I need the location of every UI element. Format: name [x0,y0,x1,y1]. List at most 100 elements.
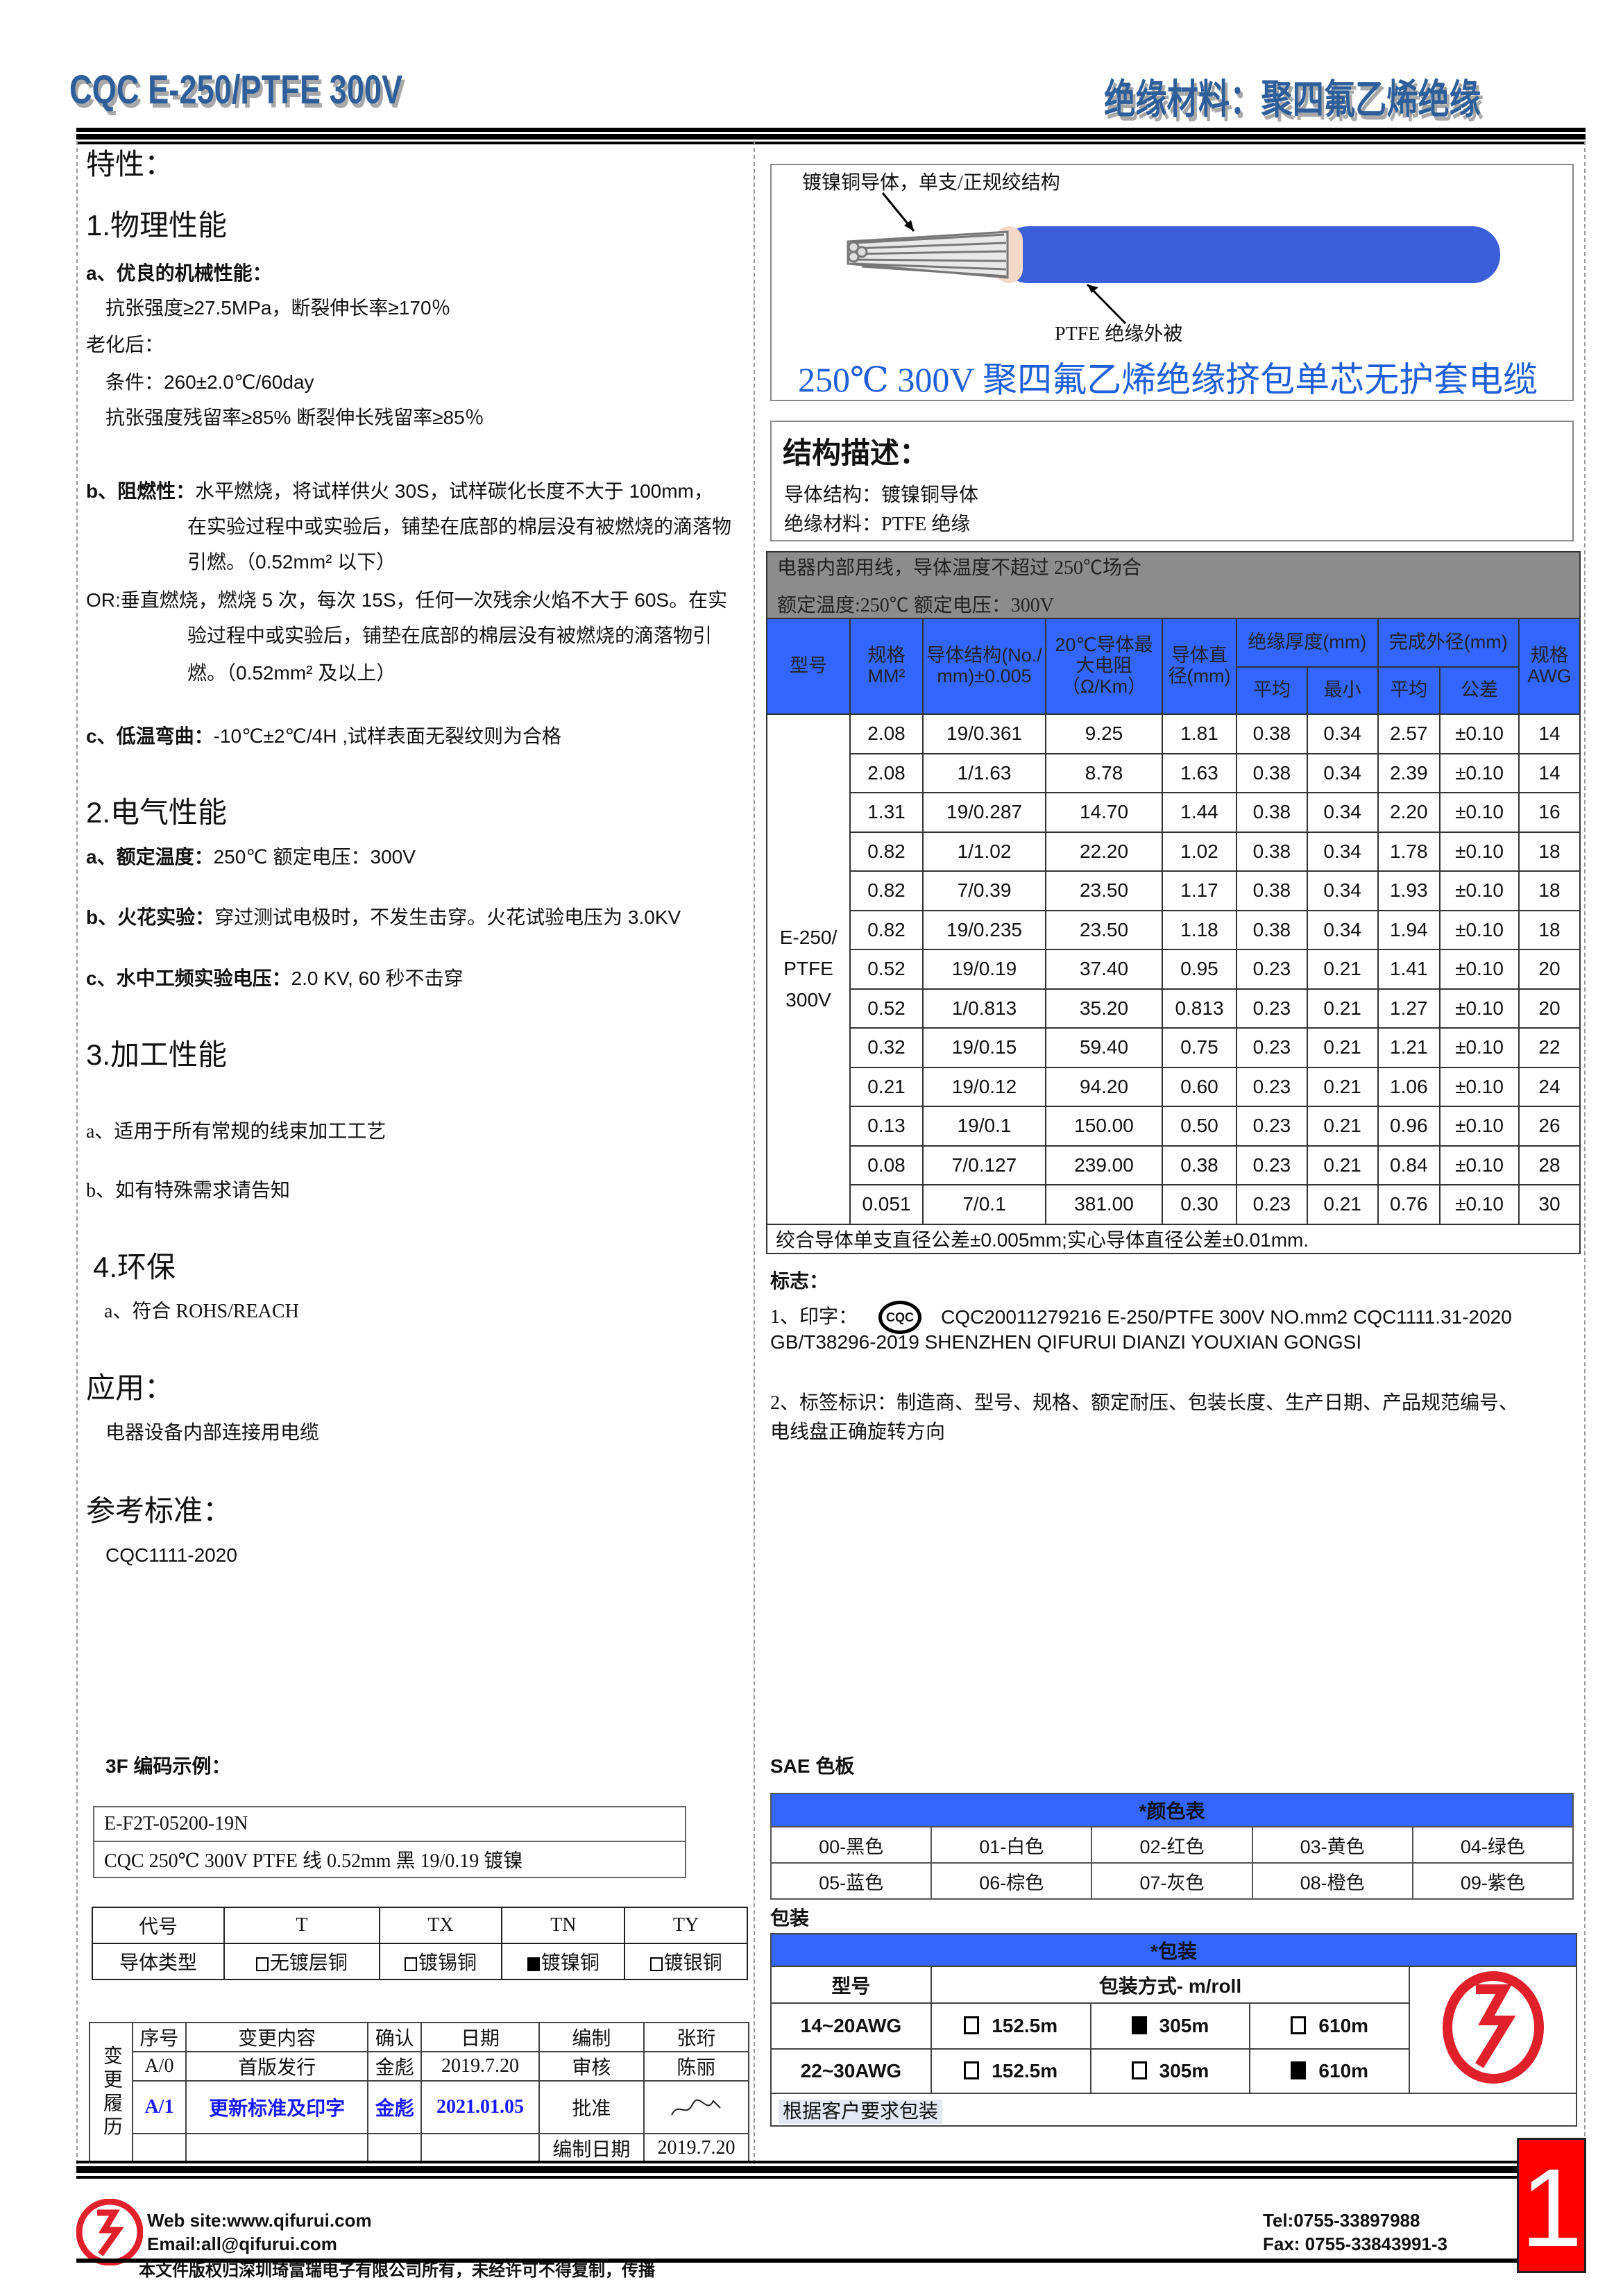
role-name: 张珩 [643,2022,750,2052]
code-example-box: E-F2T-05200-19N CQC 250℃ 300V PTFE 线 0.5… [93,1806,686,1878]
table-cell: 19/0.235 [922,909,1046,950]
package-option[interactable]: 152.5m [930,2002,1091,2050]
conductor-option: 无镀层铜 [223,1943,380,1980]
website-link[interactable]: Web site:www.qifurui.com [147,2210,372,2231]
code-example-line: E-F2T-05200-19N [93,1806,686,1842]
table-cell: 0.38 [1236,870,1308,911]
table-cell: 1.78 [1377,831,1441,872]
table-cell: 2019.7.20 [420,2051,540,2082]
column-header: 日期 [420,2022,540,2052]
color-code: 07-灰色 [1091,1862,1253,1900]
table-cell: 1/0.813 [922,988,1046,1029]
table-cell: 150.00 [1045,1106,1163,1147]
checkbox-icon [649,1957,663,1971]
table-cell: 0.13 [849,1106,924,1147]
table-cell: 0.76 [1377,1184,1441,1225]
table-cell: 14.70 [1045,792,1163,833]
table-cell: 14 [1518,752,1581,793]
table-cell: 0.051 [849,1184,924,1225]
table-cell: 7/0.39 [922,870,1046,911]
awg-range: 22~30AWG [770,2048,932,2094]
package-option[interactable]: 610m [1249,2048,1411,2094]
table-cell [367,2133,423,2163]
checkbox-icon[interactable] [964,2061,980,2079]
color-code: 01-白色 [931,1826,1093,1864]
flame-text: 水平燃烧，将试样供火 30S，试样碳化长度不大于 100mm， [195,480,713,502]
table-cell: 1.21 [1377,1027,1441,1068]
table-cell: 0.34 [1306,752,1379,793]
print-label: 1、印字： [770,1306,858,1328]
table-row: 14~20AWG 152.5m 305m 610m [770,2002,1577,2050]
checkbox-icon[interactable] [1291,2016,1307,2034]
role-label: 编制日期 [538,2133,645,2163]
features-heading: 特性： [86,148,174,180]
table-row: 0.52 1/0.813 35.20 0.813 0.23 0.21 1.27 ±0.10 20 [767,988,1581,1029]
table-cell: 0.50 [1162,1106,1237,1147]
checkbox-icon[interactable] [1131,2061,1147,2079]
checkbox-icon [255,1957,269,1971]
email-link[interactable]: Email:all@qifurui.com [147,2234,337,2254]
checkbox-icon[interactable] [964,2016,980,2034]
brand-logo [1409,1966,1577,2094]
company-logo-icon [76,2199,143,2265]
vertical-flame-text: 验过程中或实验后，铺垫在底部的棉层没有被燃烧的滴落物引 [187,625,713,646]
table-cell: ±0.10 [1439,1066,1520,1107]
table-cell: 0.21 [1306,1184,1379,1225]
table-cell: 19/0.1 [922,1106,1046,1147]
row-label: 导体类型 [91,1943,226,1980]
package-option[interactable]: 152.5m [930,2048,1091,2094]
header-row: 型号 包装方式- m/roll [770,1966,1577,2094]
table-cell: 0.96 [1377,1106,1441,1147]
insulation-label: PTFE 绝缘外被 [1055,323,1183,345]
package-option[interactable]: 610m [1249,2002,1411,2050]
table-cell: ±0.10 [1439,1106,1520,1147]
table-cell: 0.23 [1236,1027,1308,1068]
table-cell: 0.21 [1306,1106,1379,1147]
table-cell: 0.52 [849,988,924,1029]
column-header: 规格MM² [849,618,924,715]
table-cell: 1.02 [1162,831,1237,872]
insulation-jacket [1001,226,1500,283]
spark-label: b、火花实验： [86,906,215,928]
table-row: 0.21 19/0.12 94.20 0.60 0.23 0.21 1.06 ±0.10 24 [767,1066,1581,1107]
table-cell: ±0.10 [1439,714,1520,754]
table-cell: 2.08 [849,752,924,793]
package-option[interactable]: 305m [1089,2002,1251,2050]
processing-a: a、适用于所有常规的线束加工工艺 [86,1121,386,1142]
table-cell: ±0.10 [1439,870,1520,911]
color-table: *颜色表 00-黑色 01-白色 02-红色 03-黄色 04-绿色 05-蓝色 06-棕色 0… [770,1793,1574,1900]
package-option[interactable]: 305m [1089,2048,1251,2094]
table-cell: 19/0.19 [922,949,1046,990]
column-header: 确认 [367,2022,423,2052]
checkbox-icon[interactable] [1291,2061,1307,2079]
table-cell: ±0.10 [1439,949,1520,990]
column-header: 平均 [1377,666,1441,715]
column-header: TX [378,1907,503,1944]
table-cell: 0.23 [1236,1106,1308,1147]
table-cell: 59.40 [1045,1027,1163,1068]
table-cell: 20 [1518,988,1581,1029]
table-cell: 1.31 [849,792,924,833]
table-cell: 23.50 [1045,909,1163,950]
checkbox-icon[interactable] [1131,2016,1147,2034]
table-cell: 0.75 [1162,1027,1237,1068]
table-cell: 金彪 [367,2051,423,2082]
table-cell: 28 [1518,1145,1581,1185]
table-cell: 1.63 [1162,752,1237,793]
table-cell: 23.50 [1045,870,1163,911]
table-cell: 2.20 [1377,792,1441,833]
table-cell: 0.38 [1236,714,1308,754]
table-cell: 0.38 [1236,909,1308,950]
doc-title: CQC E-250/PTFE 300V [69,67,403,112]
column-header: 20℃导体最大电阻（Ω/Km） [1045,618,1163,715]
table-row: 变更履历 序号 变更内容 确认 日期 编制 张珩 [89,2022,750,2163]
table-cell: 0.21 [1306,1066,1379,1107]
table-title: *颜色表 [770,1793,1574,1827]
side-label: 变更履历 [89,2022,133,2163]
label-text: 2、标签标识：制造商、型号、规格、额定耐压、包装长度、生产日期、产品规范编号、 [770,1392,1519,1414]
table-cell: 16 [1518,792,1581,833]
aging-residual: 抗张强度残留率≥85% 断裂伸长残留率≥85％ [105,407,484,428]
table-cell: 0.34 [1306,909,1379,950]
awg-range: 14~20AWG [770,2002,932,2050]
rating-text: 250℃ 额定电压：300V [213,846,416,868]
